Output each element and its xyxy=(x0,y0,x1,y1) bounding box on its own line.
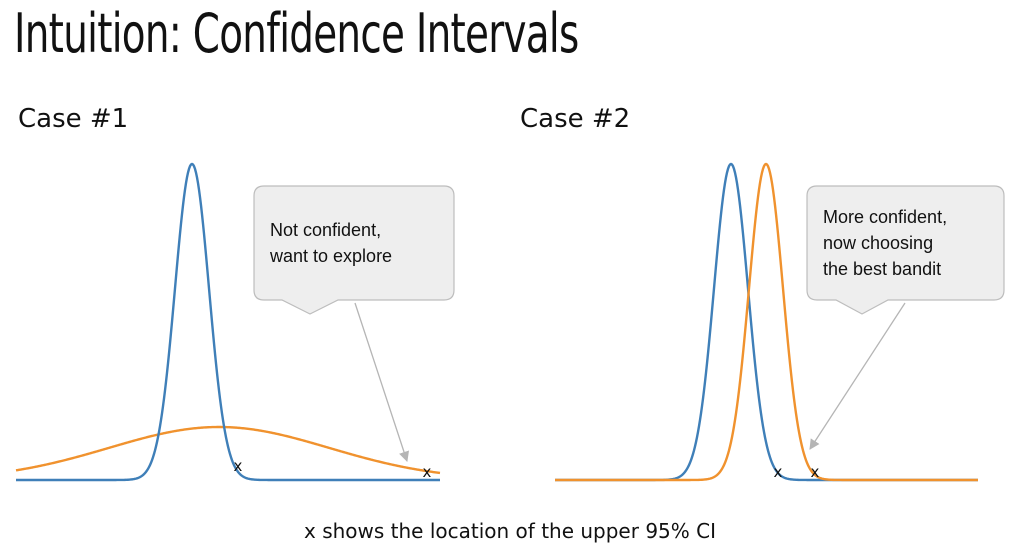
case-1-pointer-arrow xyxy=(354,302,410,462)
case-2-callout-line-1: More confident, xyxy=(823,207,947,227)
case-2-orange-ci-marker: x xyxy=(811,463,820,481)
case-1-callout: Not confident, want to explore xyxy=(253,185,455,462)
case-1-plot: x x Not confident, want to explore xyxy=(15,162,455,482)
case-1-blue-ci-marker: x xyxy=(234,457,243,475)
case-1-orange-ci-marker: x xyxy=(423,463,432,481)
case-1-callout-line-1: Not confident, xyxy=(270,220,381,240)
case-2-pointer-arrow xyxy=(809,302,906,450)
page-title: Intuition: Confidence Intervals xyxy=(14,2,579,65)
case-2-callout-bubble xyxy=(806,185,1005,315)
case-1-label: Case #1 xyxy=(18,104,129,134)
case-2-blue-ci-marker: x xyxy=(774,463,783,481)
case-1-narrow-curve xyxy=(16,162,440,482)
case-1-callout-line-2: want to explore xyxy=(269,246,392,266)
ci-caption: x shows the location of the upper 95% CI xyxy=(304,519,716,543)
case-2-callout: More confident, now choosing the best ba… xyxy=(806,185,1005,450)
case-2-callout-line-2: now choosing xyxy=(823,233,933,253)
case-1-callout-bubble xyxy=(253,185,455,315)
case-2-callout-line-3: the best bandit xyxy=(823,259,941,279)
case-1-wide-curve xyxy=(15,425,441,475)
case-2-plot: x x More confident, now choosing the bes… xyxy=(555,162,1005,482)
case-2-label: Case #2 xyxy=(520,104,631,134)
case-2-orange-curve xyxy=(555,162,978,482)
